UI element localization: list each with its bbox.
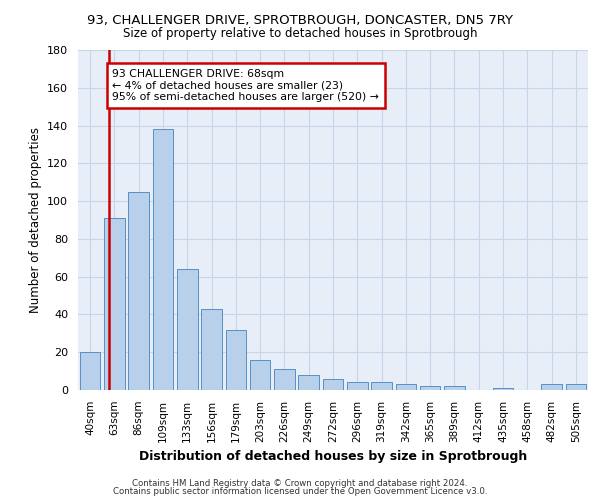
Bar bbox=[274, 369, 295, 390]
Bar bbox=[371, 382, 392, 390]
Bar bbox=[128, 192, 149, 390]
Bar bbox=[444, 386, 465, 390]
Text: Contains public sector information licensed under the Open Government Licence v3: Contains public sector information licen… bbox=[113, 487, 487, 496]
X-axis label: Distribution of detached houses by size in Sprotbrough: Distribution of detached houses by size … bbox=[139, 450, 527, 463]
Bar bbox=[395, 384, 416, 390]
Bar bbox=[566, 384, 586, 390]
Text: Contains HM Land Registry data © Crown copyright and database right 2024.: Contains HM Land Registry data © Crown c… bbox=[132, 478, 468, 488]
Bar bbox=[250, 360, 271, 390]
Bar bbox=[104, 218, 125, 390]
Bar bbox=[493, 388, 514, 390]
Bar bbox=[420, 386, 440, 390]
Bar bbox=[177, 269, 197, 390]
Text: Size of property relative to detached houses in Sprotbrough: Size of property relative to detached ho… bbox=[123, 28, 477, 40]
Bar bbox=[80, 352, 100, 390]
Bar bbox=[541, 384, 562, 390]
Text: 93, CHALLENGER DRIVE, SPROTBROUGH, DONCASTER, DN5 7RY: 93, CHALLENGER DRIVE, SPROTBROUGH, DONCA… bbox=[87, 14, 513, 27]
Bar bbox=[201, 309, 222, 390]
Bar bbox=[347, 382, 368, 390]
Bar bbox=[152, 130, 173, 390]
Bar bbox=[323, 378, 343, 390]
Y-axis label: Number of detached properties: Number of detached properties bbox=[29, 127, 41, 313]
Text: 93 CHALLENGER DRIVE: 68sqm
← 4% of detached houses are smaller (23)
95% of semi-: 93 CHALLENGER DRIVE: 68sqm ← 4% of detac… bbox=[112, 69, 379, 102]
Bar bbox=[298, 375, 319, 390]
Bar bbox=[226, 330, 246, 390]
